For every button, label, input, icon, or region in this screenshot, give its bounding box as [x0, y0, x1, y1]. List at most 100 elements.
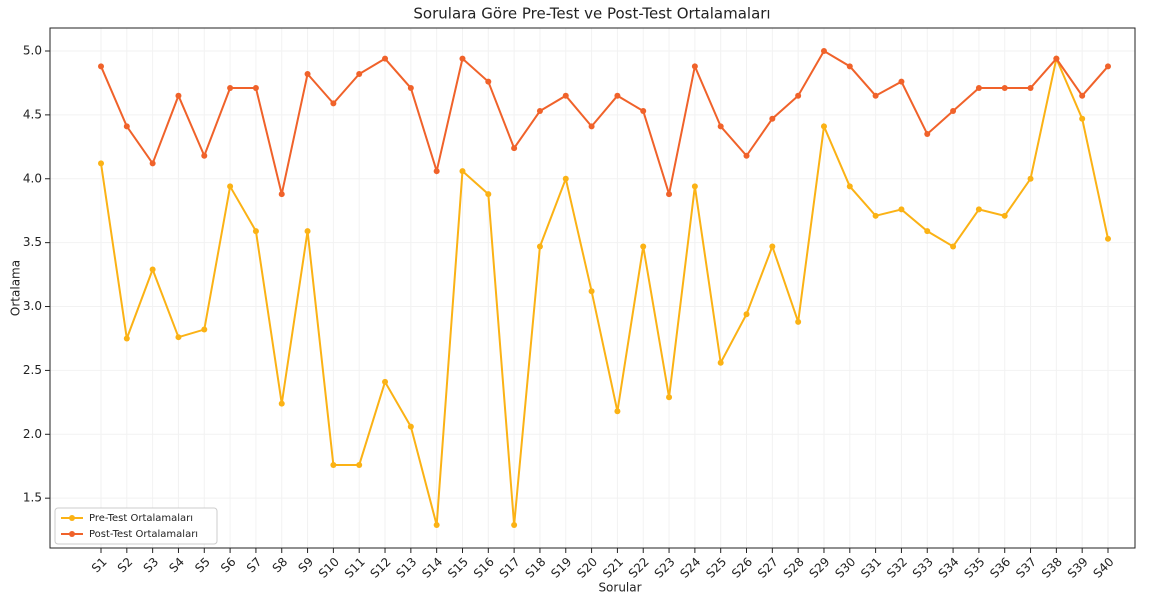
- legend-label: Pre-Test Ortalamaları: [89, 513, 193, 524]
- x-tick-label: S5: [192, 555, 213, 576]
- x-tick-label: S23: [652, 555, 678, 581]
- x-tick-label: S38: [1039, 555, 1065, 581]
- data-point: [149, 266, 156, 273]
- data-point: [123, 123, 130, 130]
- data-point: [950, 243, 957, 250]
- x-tick-label: S32: [884, 555, 910, 581]
- x-tick-label: S4: [166, 555, 187, 576]
- data-point: [98, 160, 104, 167]
- x-tick-label: S28: [781, 555, 807, 581]
- data-point: [433, 168, 440, 175]
- x-tick-label: S9: [295, 555, 316, 576]
- data-point: [691, 63, 698, 70]
- data-point: [717, 359, 724, 366]
- data-point: [743, 311, 750, 318]
- x-tick-label: S39: [1065, 555, 1091, 581]
- data-point: [459, 168, 466, 175]
- data-point: [795, 318, 802, 325]
- data-point: [330, 100, 337, 107]
- data-point: [227, 85, 234, 92]
- data-point: [382, 378, 389, 385]
- data-point: [1105, 63, 1111, 70]
- x-tick-label: S7: [244, 555, 265, 576]
- x-tick-label: S19: [548, 555, 574, 581]
- data-point: [898, 78, 905, 85]
- data-point: [924, 131, 931, 138]
- data-point: [304, 70, 311, 77]
- data-point: [536, 243, 543, 250]
- data-point: [1001, 85, 1008, 92]
- data-point: [175, 334, 182, 341]
- data-point: [691, 183, 698, 190]
- data-point: [717, 123, 724, 130]
- x-tick-label: S20: [574, 555, 600, 581]
- data-point: [304, 228, 311, 235]
- data-point: [356, 461, 363, 468]
- x-tick-label: S36: [987, 555, 1013, 581]
- x-tick-label: S30: [832, 555, 858, 581]
- data-point: [407, 423, 414, 430]
- y-tick-label: 4.0: [23, 171, 42, 185]
- x-tick-label: S12: [368, 555, 394, 581]
- data-point: [872, 92, 879, 99]
- data-point: [1105, 235, 1111, 242]
- data-point: [640, 108, 647, 115]
- data-point: [743, 152, 750, 159]
- data-point: [511, 522, 518, 529]
- data-point: [666, 394, 673, 401]
- data-point: [795, 92, 802, 99]
- data-point: [820, 47, 827, 54]
- x-tick-label: S35: [961, 555, 987, 581]
- x-tick-label: S8: [270, 555, 291, 576]
- data-point: [356, 70, 363, 77]
- x-tick-label: S14: [419, 555, 445, 581]
- x-tick-label: S17: [497, 555, 523, 581]
- data-point: [433, 522, 440, 529]
- x-tick-label: S40: [1091, 555, 1117, 581]
- x-tick-label: S34: [936, 555, 962, 581]
- data-point: [536, 108, 543, 115]
- legend-marker: [69, 531, 75, 537]
- data-point: [459, 55, 466, 62]
- data-point: [898, 206, 905, 213]
- x-tick-label: S24: [677, 555, 703, 581]
- data-point: [614, 408, 621, 415]
- x-tick-label: S22: [626, 555, 652, 581]
- data-point: [227, 183, 234, 190]
- data-point: [485, 191, 492, 198]
- x-tick-label: S31: [858, 555, 884, 581]
- data-point: [485, 78, 492, 85]
- data-point: [769, 243, 776, 250]
- y-tick-label: 1.5: [23, 491, 42, 505]
- y-tick-label: 5.0: [23, 43, 42, 57]
- data-point: [588, 288, 595, 295]
- data-point: [769, 115, 776, 122]
- plot-frame: [49, 27, 1136, 549]
- data-point: [1079, 92, 1086, 99]
- data-point: [872, 212, 879, 219]
- data-point: [252, 85, 259, 92]
- y-tick-label: 2.5: [23, 363, 42, 377]
- x-tick-label: S37: [1013, 555, 1039, 581]
- data-point: [614, 92, 621, 99]
- data-point: [123, 335, 130, 342]
- legend-box: [54, 507, 218, 545]
- data-point: [975, 206, 982, 213]
- legend-marker: [69, 515, 75, 521]
- data-point: [149, 160, 156, 167]
- x-axis-label: Sorular: [598, 581, 641, 595]
- data-point: [846, 183, 853, 190]
- data-point: [278, 191, 285, 198]
- y-tick-label: 3.5: [23, 235, 42, 249]
- x-tick-label: S27: [755, 555, 781, 581]
- data-point: [511, 145, 518, 152]
- y-tick-label: 2.0: [23, 427, 42, 441]
- x-tick-label: S11: [342, 555, 368, 581]
- data-point: [562, 175, 569, 182]
- data-point: [640, 243, 647, 250]
- x-tick-label: S16: [471, 555, 497, 581]
- data-point: [1079, 115, 1086, 122]
- data-point: [975, 85, 982, 92]
- data-point: [1027, 85, 1034, 92]
